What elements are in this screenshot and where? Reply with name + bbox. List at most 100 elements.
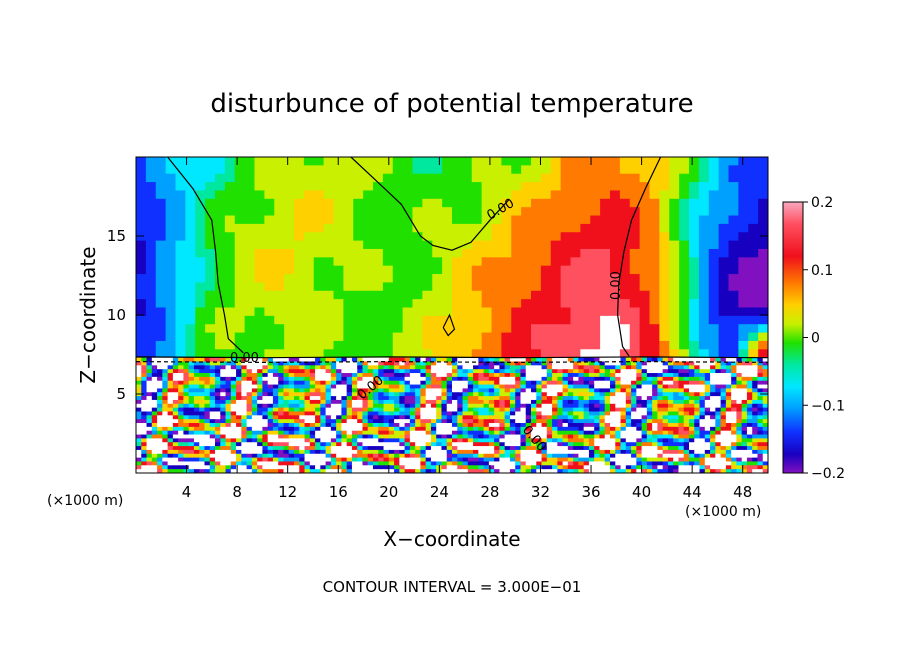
field-cell: [599, 419, 606, 424]
field-cell: [499, 430, 506, 436]
field-cell: [251, 423, 258, 428]
field-cell: [204, 438, 211, 443]
field-cell: [619, 173, 631, 183]
field-cell: [244, 223, 256, 233]
field-cell: [320, 457, 327, 463]
field-cell: [183, 419, 190, 424]
field-cell: [491, 190, 502, 200]
field-cell: [136, 357, 142, 363]
field-cell: [362, 419, 369, 424]
field-cell: [284, 215, 295, 225]
field-cell: [678, 396, 685, 401]
field-cell: [357, 419, 364, 424]
field-cell: [461, 274, 473, 284]
field-cell: [343, 248, 354, 258]
field-cell: [669, 290, 680, 300]
field-cell: [304, 411, 311, 416]
field-cell: [283, 388, 290, 393]
field-cell: [699, 376, 706, 382]
field-cell: [383, 396, 390, 401]
field-cell: [333, 282, 344, 292]
field-cell: [294, 376, 300, 382]
field-cell: [641, 449, 648, 455]
field-cell: [267, 442, 274, 447]
field-cell: [731, 380, 737, 386]
field-cell: [283, 423, 290, 428]
field-cell: [294, 198, 305, 208]
field-cell: [209, 461, 216, 466]
field-cell: [220, 399, 227, 405]
field-cell: [457, 415, 464, 420]
field-cell: [494, 357, 500, 363]
field-cell: [341, 369, 348, 374]
field-cell: [491, 257, 502, 267]
field-cell: [225, 380, 232, 386]
field-cell: [264, 165, 275, 175]
field-cell: [752, 461, 759, 466]
field-cell: [373, 315, 384, 325]
field-cell: [409, 461, 416, 466]
field-cell: [667, 449, 674, 455]
field-cell: [557, 461, 564, 466]
field-cell: [738, 223, 749, 233]
field-cell: [762, 453, 768, 459]
field-cell: [471, 340, 483, 350]
field-cell: [425, 461, 432, 466]
field-cell: [736, 361, 743, 366]
field-cell: [461, 307, 473, 317]
field-cell: [267, 415, 274, 420]
field-cell: [323, 282, 335, 292]
field-cell: [452, 411, 458, 416]
field-cell: [748, 215, 759, 225]
field-cell: [330, 403, 337, 409]
field-cell: [494, 415, 500, 420]
field-cell: [669, 223, 680, 233]
field-cell: [689, 215, 700, 225]
field-cell: [678, 457, 685, 463]
field-cell: [683, 357, 690, 363]
field-cell: [145, 173, 157, 183]
field-cell: [521, 198, 532, 208]
field-cell: [388, 399, 395, 405]
field-cell: [610, 369, 616, 374]
field-cell: [550, 290, 562, 300]
field-cell: [610, 376, 616, 382]
field-cell: [698, 315, 710, 325]
field-cell: [619, 265, 631, 275]
field-cell: [432, 324, 443, 334]
field-cell: [415, 446, 421, 451]
field-cell: [254, 207, 265, 217]
field-cell: [236, 457, 242, 463]
field-cell: [303, 299, 315, 309]
field-cell: [541, 449, 548, 455]
field-cell: [515, 369, 522, 374]
field-cell: [509, 361, 516, 366]
field-cell: [746, 357, 753, 363]
field-cell: [562, 411, 569, 416]
field-cell: [336, 446, 342, 451]
field-cell: [193, 457, 200, 463]
field-cell: [452, 423, 458, 428]
field-cell: [694, 411, 701, 416]
field-cell: [241, 461, 248, 466]
field-cell: [383, 365, 390, 370]
field-cell: [167, 457, 174, 463]
field-cell: [199, 369, 206, 374]
field-cell: [236, 453, 242, 459]
field-cell: [204, 361, 211, 366]
field-cell: [341, 357, 348, 363]
field-cell: [185, 207, 196, 217]
field-cell: [185, 198, 196, 208]
field-cell: [224, 190, 236, 200]
field-cell: [145, 257, 157, 267]
field-cell: [511, 290, 522, 300]
field-cell: [383, 457, 390, 463]
field-cell: [392, 215, 404, 225]
field-cell: [442, 207, 453, 217]
field-cell: [491, 198, 502, 208]
field-cell: [195, 332, 206, 342]
field-cell: [409, 399, 416, 405]
field-cell: [220, 403, 227, 409]
field-cell: [594, 396, 601, 401]
field-cell: [432, 290, 443, 300]
